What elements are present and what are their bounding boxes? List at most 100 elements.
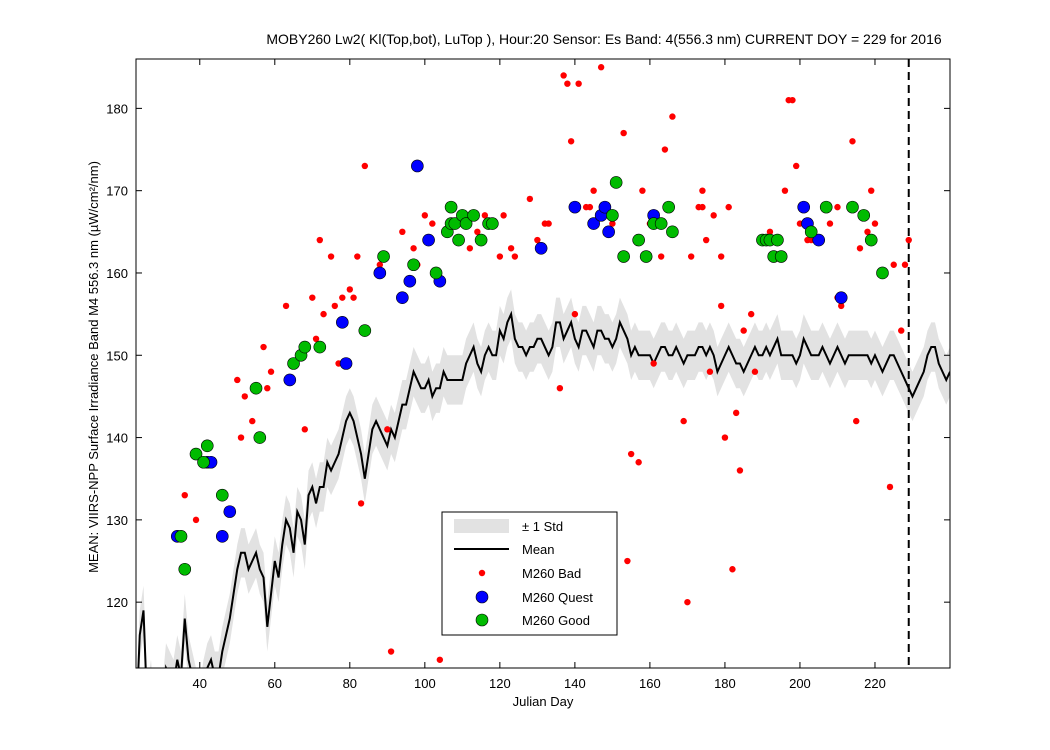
x-tick-label: 180 (714, 676, 736, 691)
legend-label: ± 1 Std (522, 519, 563, 534)
m260-bad-point (590, 187, 597, 194)
m260-good-point (178, 562, 192, 576)
m260-good-point (609, 176, 623, 189)
m260-bad-point (661, 146, 669, 153)
m260-bad-point (331, 302, 339, 310)
m260-bad-point (346, 286, 354, 293)
m260-bad-point (556, 384, 564, 392)
m260-bad-point (699, 203, 706, 211)
m260-good-point (189, 447, 203, 461)
m260-bad-point (316, 236, 324, 244)
m260-bad-point (376, 261, 384, 268)
m260-bad-point (354, 253, 361, 260)
m260-bad-point (357, 500, 365, 507)
m260-good-point (253, 431, 267, 444)
m260-quest-point (568, 200, 582, 214)
m260-good-point (407, 258, 420, 272)
m260-bad-point (500, 212, 507, 219)
m260-bad-point (789, 96, 796, 104)
m260-bad-point (327, 253, 335, 260)
m260-bad-point (192, 516, 200, 524)
m260-bad-point (361, 162, 369, 170)
m260-bad-point (635, 459, 642, 466)
m260-bad-point (264, 384, 271, 392)
m260-quest-point (812, 233, 826, 247)
m260-bad-point (620, 129, 627, 137)
m260-bad-point (871, 220, 879, 227)
m260-good-point (298, 340, 312, 354)
std-band (137, 289, 950, 668)
m260-good-point (287, 357, 300, 370)
m260-bad-point (639, 187, 646, 194)
m260-bad-point (309, 294, 316, 301)
m260-bad-point (826, 220, 834, 227)
m260-bad-point (421, 212, 429, 219)
m260-good-point (864, 233, 878, 247)
m260-bad-point (436, 656, 444, 663)
m260-bad-point (181, 491, 188, 499)
m260-bad-point (868, 187, 875, 194)
m260-quest-point (587, 217, 600, 230)
legend-label: M260 Good (522, 613, 590, 628)
m260-bad-point (684, 598, 691, 606)
m260-bad-point (725, 203, 732, 211)
m260-bad-point (567, 138, 575, 145)
m260-bad-point (849, 138, 856, 145)
m260-bad-point (474, 228, 481, 236)
m260-bad-point (710, 212, 717, 219)
m260-bad-point (496, 253, 504, 260)
m260-bad-point (545, 220, 552, 227)
m260-good-point (459, 217, 473, 230)
m260-bad-point (729, 566, 736, 573)
m260-bad-point (627, 450, 635, 458)
y-tick-label: 150 (106, 348, 128, 363)
y-tick-label: 160 (106, 266, 128, 281)
m260-bad-point (706, 368, 714, 375)
m260-bad-point (399, 228, 406, 236)
plot-frame (135, 58, 951, 669)
legend-std-swatch (454, 519, 509, 533)
x-tick-label: 80 (343, 676, 357, 691)
m260-bad-point (669, 113, 676, 120)
m260-quest-point (283, 373, 297, 387)
m260-bad-point (856, 245, 864, 252)
x-tick-label: 120 (489, 676, 511, 691)
m260-good-point (654, 217, 668, 230)
m260-bad-point (312, 335, 320, 343)
m260-good-point (774, 250, 788, 263)
m260-bad-point (853, 417, 860, 425)
m260-good-point (632, 233, 645, 247)
legend-bad-swatch (478, 569, 486, 577)
m260-good-point (819, 200, 833, 214)
legend-label: Mean (522, 542, 555, 557)
m260-bad-point (526, 195, 534, 203)
m260-bad-point (717, 302, 725, 310)
x-axis-label: Julian Day (513, 694, 574, 709)
m260-good-point (249, 381, 263, 395)
m260-bad-point (680, 417, 687, 425)
m260-bad-point (301, 426, 309, 433)
y-tick-label: 120 (106, 595, 128, 610)
mean-line (137, 310, 950, 668)
m260-bad-point (339, 294, 346, 301)
m260-bad-point (747, 310, 755, 318)
m260-bad-point (657, 253, 665, 260)
m260-good-point (358, 324, 372, 337)
m260-quest-point (797, 200, 811, 214)
legend: ± 1 Std Mean M260 Bad M260 Quest M260 Good (441, 511, 618, 636)
m260-bad-point (511, 253, 519, 260)
m260-good-point (666, 225, 679, 239)
m260-bad-point (237, 434, 245, 441)
m260-good-point (444, 200, 458, 214)
m260-bad-point (481, 212, 489, 219)
m260-bad-point (241, 393, 248, 400)
m260-bad-point (898, 327, 905, 334)
m260-good-point (486, 217, 499, 230)
m260-quest-point (396, 291, 409, 304)
m260-good-point (313, 340, 327, 354)
m260-good-point (771, 233, 784, 247)
m260-bad-point (687, 253, 695, 260)
x-tick-label: 60 (268, 676, 282, 691)
x-tick-label: 140 (564, 676, 586, 691)
